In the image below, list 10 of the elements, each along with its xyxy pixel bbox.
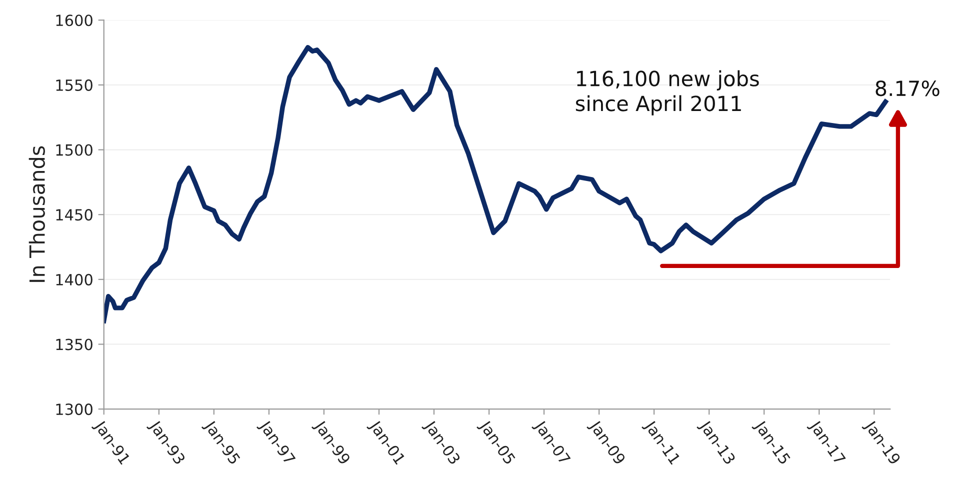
annotation: 116,100 new jobs since April 2011 (576, 70, 759, 116)
y-tick-label: 1550 (56, 79, 92, 91)
y-tick-label: 1450 (56, 209, 92, 221)
y-tick-label: 1350 (56, 338, 92, 350)
y-tick-label: 1500 (56, 144, 92, 156)
y-axis-title: In Thousands (28, 146, 45, 282)
y-tick-label: 1400 (56, 274, 92, 286)
y-tick-label: 1300 (56, 404, 92, 416)
y-tick-label: 1600 (56, 14, 92, 26)
annotation: 8.17% (876, 80, 940, 96)
